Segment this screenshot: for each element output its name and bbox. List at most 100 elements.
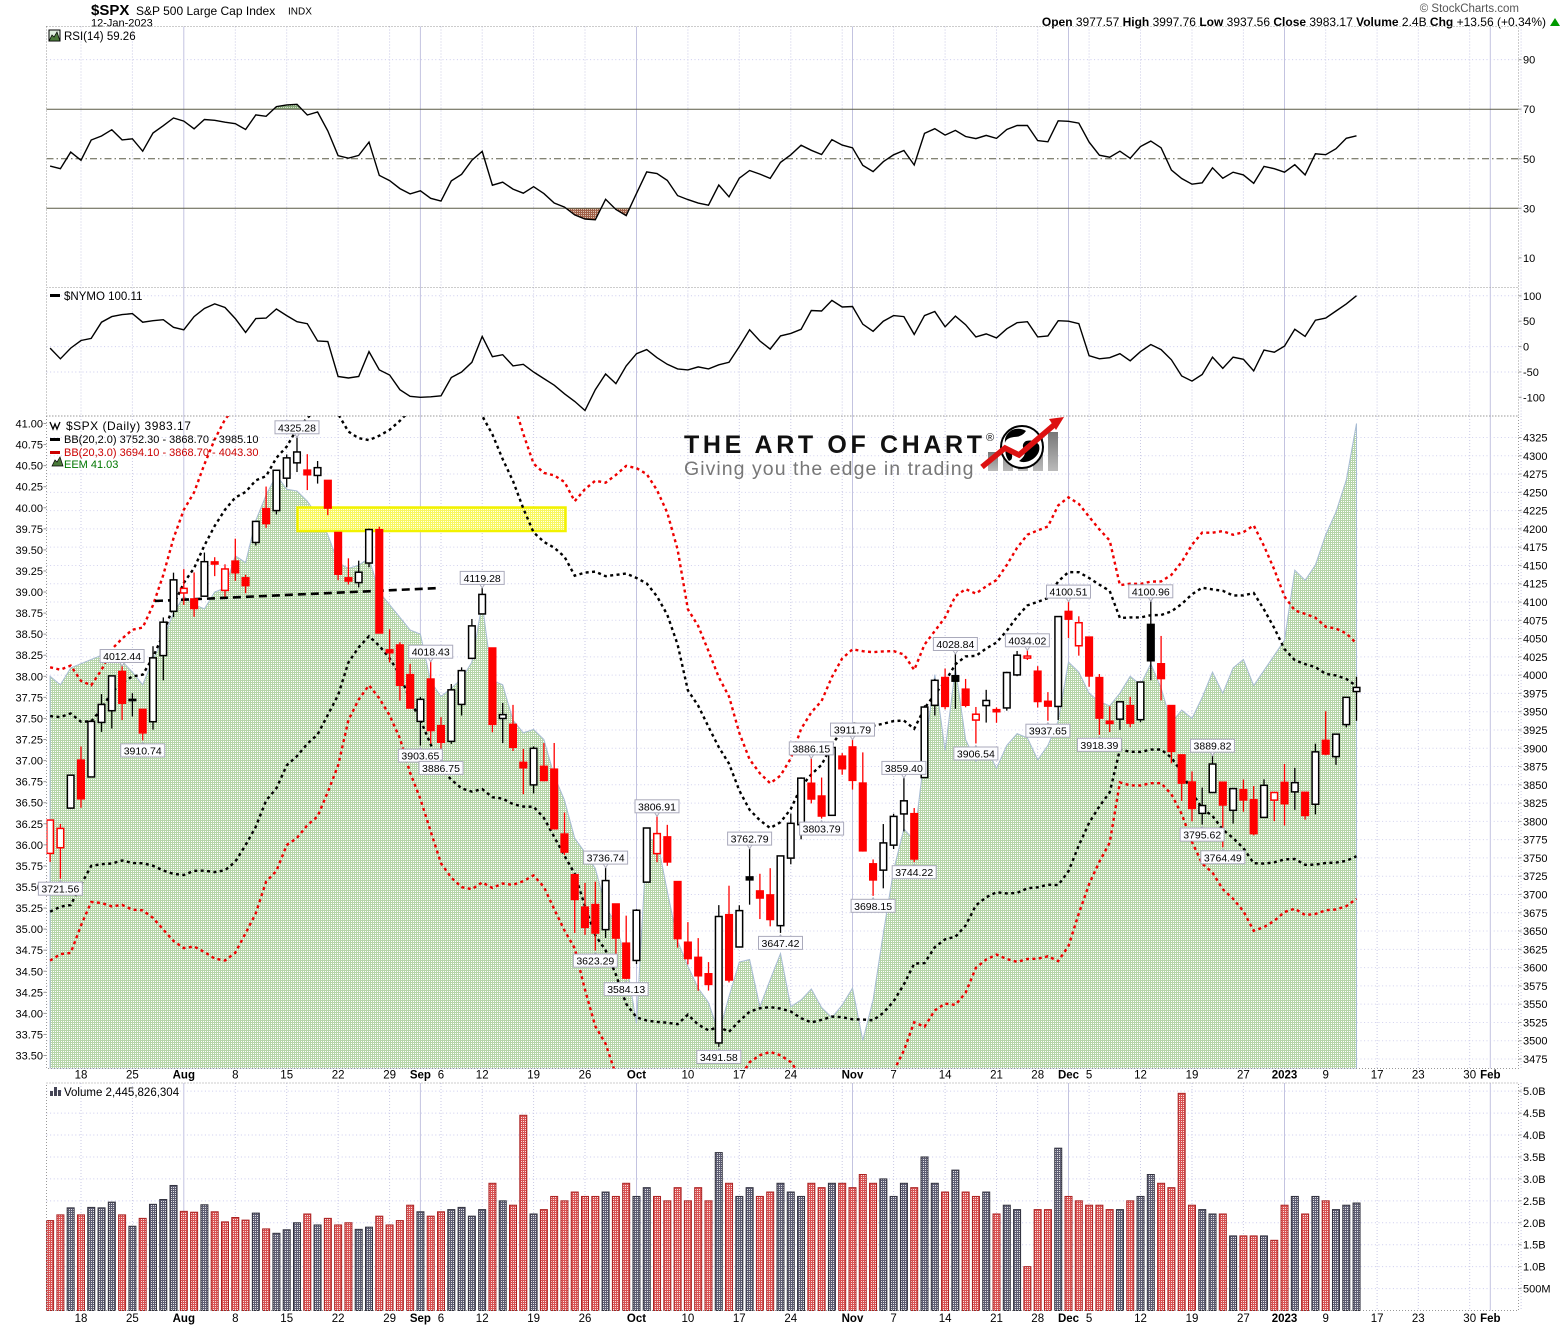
svg-text:2023: 2023 [1272,1313,1298,1325]
svg-text:3925: 3925 [1523,725,1547,737]
svg-text:15: 15 [280,1313,293,1325]
svg-text:36.50: 36.50 [15,798,43,810]
svg-text:$SPX: $SPX [91,2,129,19]
svg-text:9: 9 [1322,1313,1328,1325]
svg-text:12-Jan-2023: 12-Jan-2023 [91,18,153,30]
svg-text:4300: 4300 [1523,451,1547,463]
svg-text:26: 26 [579,1313,592,1325]
svg-text:3491.58: 3491.58 [700,1052,738,1064]
svg-text:3550: 3550 [1523,999,1547,1011]
svg-text:23: 23 [1412,1313,1425,1325]
svg-text:33.50: 33.50 [15,1051,43,1063]
svg-text:3875: 3875 [1523,762,1547,774]
svg-text:3750: 3750 [1523,853,1547,865]
svg-text:5: 5 [1086,1070,1092,1082]
svg-text:24: 24 [784,1070,797,1082]
svg-text:$SPX (Daily) 3983.17: $SPX (Daily) 3983.17 [66,419,191,433]
svg-text:3975: 3975 [1523,688,1547,700]
svg-text:6: 6 [438,1313,444,1325]
svg-text:36.00: 36.00 [15,840,43,852]
svg-text:3764.49: 3764.49 [1204,852,1242,864]
svg-text:17: 17 [733,1070,746,1082]
svg-text:34.50: 34.50 [15,966,43,978]
svg-text:Feb: Feb [1480,1313,1500,1325]
svg-text:3575: 3575 [1523,981,1547,993]
svg-text:28: 28 [1031,1313,1044,1325]
svg-text:3650: 3650 [1523,926,1547,938]
svg-text:22: 22 [332,1313,345,1325]
svg-text:4325.28: 4325.28 [278,422,316,434]
svg-text:37.50: 37.50 [15,713,43,725]
svg-text:8: 8 [232,1070,238,1082]
svg-text:$NYMO 100.11: $NYMO 100.11 [64,291,142,303]
svg-text:3886.75: 3886.75 [422,763,460,775]
svg-text:3584.13: 3584.13 [607,984,645,996]
svg-text:3475: 3475 [1523,1054,1547,1066]
svg-text:21: 21 [990,1070,1003,1082]
svg-text:4025: 4025 [1523,652,1547,664]
svg-text:38.25: 38.25 [15,650,43,662]
svg-text:19: 19 [1186,1070,1199,1082]
svg-text:19: 19 [527,1070,540,1082]
svg-text:7: 7 [890,1313,896,1325]
svg-text:3762.79: 3762.79 [731,834,769,846]
svg-text:3725: 3725 [1523,871,1547,883]
svg-text:10: 10 [682,1070,695,1082]
svg-text:90: 90 [1523,55,1535,67]
svg-text:39.00: 39.00 [15,587,43,599]
svg-text:36.25: 36.25 [15,819,43,831]
svg-text:2023: 2023 [1272,1070,1298,1082]
svg-text:24: 24 [784,1313,797,1325]
svg-text:29: 29 [383,1313,396,1325]
svg-text:INDX: INDX [288,7,312,18]
svg-text:34.25: 34.25 [15,987,43,999]
svg-text:3886.15: 3886.15 [792,743,830,755]
svg-text:4012.44: 4012.44 [103,651,141,663]
svg-text:34.75: 34.75 [15,945,43,957]
svg-text:17: 17 [1371,1070,1384,1082]
svg-text:Volume 2,445,826,304: Volume 2,445,826,304 [64,1087,180,1099]
svg-text:THE ART OF CHART: THE ART OF CHART [684,431,984,459]
svg-text:14: 14 [939,1313,952,1325]
svg-text:26: 26 [579,1070,592,1082]
svg-text:Nov: Nov [842,1313,864,1325]
svg-text:40.25: 40.25 [15,482,43,494]
svg-text:22: 22 [332,1070,345,1082]
svg-text:4034.02: 4034.02 [1008,635,1046,647]
svg-text:3623.29: 3623.29 [576,956,614,968]
svg-text:35.75: 35.75 [15,861,43,873]
svg-text:3859.40: 3859.40 [885,763,923,775]
svg-text:3806.91: 3806.91 [638,801,676,813]
svg-text:17: 17 [1371,1313,1384,1325]
svg-text:30: 30 [1463,1313,1476,1325]
svg-text:3525: 3525 [1523,1017,1547,1029]
svg-text:27: 27 [1237,1313,1250,1325]
svg-text:3.5B: 3.5B [1523,1152,1546,1164]
svg-text:25: 25 [126,1313,139,1325]
svg-text:3775: 3775 [1523,835,1547,847]
svg-text:12: 12 [1134,1070,1147,1082]
svg-text:Giving you the edge in trading: Giving you the edge in trading [684,458,974,480]
svg-text:12: 12 [1134,1313,1147,1325]
svg-text:4100.96: 4100.96 [1132,586,1170,598]
svg-text:4100: 4100 [1523,597,1547,609]
svg-text:4050: 4050 [1523,634,1547,646]
svg-text:25: 25 [126,1070,139,1082]
svg-text:4200: 4200 [1523,524,1547,536]
svg-text:9: 9 [1322,1070,1328,1082]
svg-text:EEM 41.03: EEM 41.03 [64,459,118,471]
svg-text:7: 7 [890,1070,896,1082]
svg-text:Aug: Aug [173,1070,195,1082]
svg-text:Oct: Oct [627,1070,646,1082]
svg-text:3911.79: 3911.79 [834,725,871,737]
svg-text:-50: -50 [1523,367,1539,379]
svg-text:3700: 3700 [1523,890,1547,902]
svg-text:35.50: 35.50 [15,882,43,894]
svg-text:4275: 4275 [1523,469,1547,481]
svg-text:4175: 4175 [1523,542,1547,554]
svg-text:Sep: Sep [410,1070,431,1082]
svg-text:50: 50 [1523,316,1535,328]
svg-text:4075: 4075 [1523,615,1547,627]
svg-text:5.0B: 5.0B [1523,1086,1546,1098]
svg-text:39.50: 39.50 [15,545,43,557]
